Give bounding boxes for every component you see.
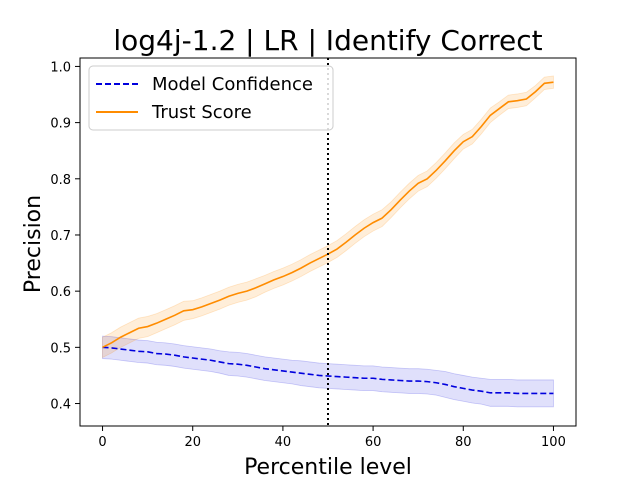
chart-title: log4j-1.2 | LR | Identify Correct: [113, 24, 542, 57]
y-tick-label: 0.4: [50, 398, 71, 413]
x-tick-label: 20: [184, 435, 201, 450]
trust-score-band: [102, 75, 554, 359]
model-confidence-band: [102, 335, 554, 408]
legend-label-model-confidence: Model Confidence: [152, 74, 313, 95]
x-tick-label: 60: [365, 435, 382, 450]
legend: Model Confidence Trust Score: [88, 65, 334, 131]
model-confidence-line: [102, 346, 554, 395]
x-tick-label: 40: [275, 435, 292, 450]
x-tick-label: 100: [541, 435, 566, 450]
y-tick-label: 0.5: [50, 341, 71, 356]
legend-box: [88, 65, 334, 131]
legend-label-trust-score: Trust Score: [151, 102, 252, 123]
y-axis-label: Precision: [21, 195, 46, 293]
y-tick-label: 0.9: [50, 117, 71, 132]
y-tick-label: 1.0: [50, 60, 71, 75]
x-tick-label: 0: [98, 435, 106, 450]
x-tick-label: 80: [455, 435, 472, 450]
y-tick-label: 0.6: [50, 285, 71, 300]
y-tick-label: 0.7: [50, 229, 71, 244]
y-axis-ticks: 0.4 0.5 0.6 0.7 0.8 0.9 1.0: [50, 60, 80, 413]
x-axis-ticks: 0 20 40 60 80 100: [98, 426, 566, 450]
confidence-bands: [102, 75, 554, 408]
plot-frame: [79, 57, 577, 427]
x-axis-label: Percentile level: [244, 455, 412, 480]
y-tick-label: 0.8: [50, 173, 71, 188]
